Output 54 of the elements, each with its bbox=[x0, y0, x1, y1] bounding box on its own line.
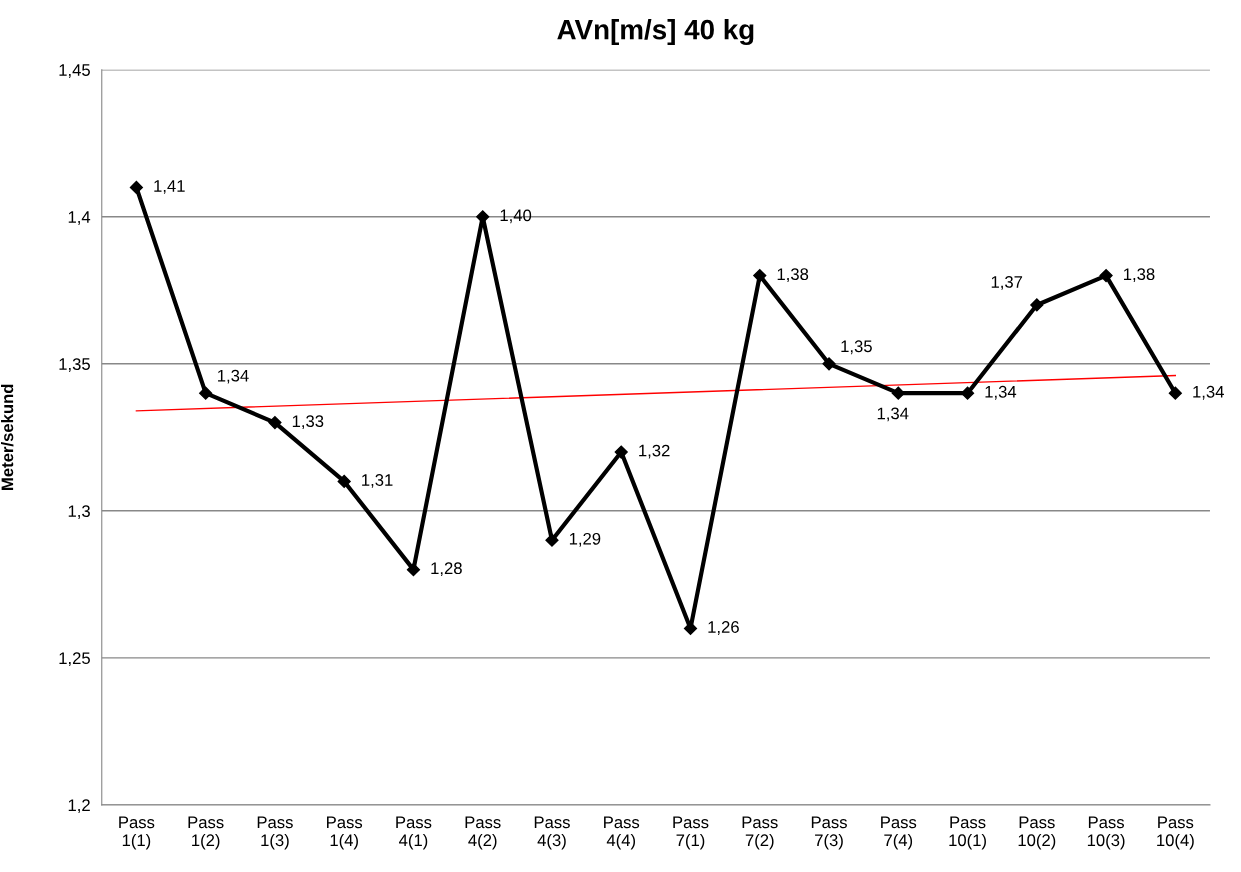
x-tick-label: Pass 4(2) bbox=[465, 816, 501, 850]
point bbox=[268, 416, 282, 430]
data-label: 1,35 bbox=[841, 340, 872, 355]
data-label: 1,34 bbox=[1193, 385, 1224, 400]
data-label: 1,32 bbox=[639, 444, 670, 459]
x-tick-label: Pass 1(1) bbox=[119, 816, 155, 850]
x-tick-label: Pass 10(2) bbox=[1018, 816, 1056, 850]
x-tick-label: Pass 4(1) bbox=[396, 816, 432, 850]
y-axis-title: Meter/sekund bbox=[1, 384, 14, 490]
y-tick-label: 1,25 bbox=[59, 652, 90, 667]
x-tick-label: Pass 1(3) bbox=[257, 816, 293, 850]
point bbox=[1168, 386, 1182, 400]
x-tick-label: Pass 10(1) bbox=[949, 816, 986, 850]
y-tick-label: 1,2 bbox=[68, 799, 90, 814]
point bbox=[129, 180, 143, 194]
data-label: 1,34 bbox=[985, 385, 1017, 400]
data-label: 1,33 bbox=[292, 415, 324, 430]
x-tick-label: Pass 7(2) bbox=[742, 816, 778, 850]
data-label: 1,38 bbox=[1124, 268, 1155, 283]
point bbox=[822, 357, 836, 371]
x-tick-label: Pass 7(1) bbox=[673, 816, 709, 850]
x-tick-label: Pass 7(3) bbox=[811, 816, 847, 850]
data-label: 1,28 bbox=[431, 562, 462, 577]
data-label: 1,31 bbox=[362, 474, 393, 488]
x-tick-label: Pass 1(4) bbox=[327, 816, 363, 850]
y-tick-label: 1,45 bbox=[59, 64, 90, 78]
point bbox=[199, 386, 213, 400]
x-tick-label: Pass 4(3) bbox=[534, 816, 570, 850]
x-tick-label: Pass 10(4) bbox=[1157, 816, 1194, 850]
data-label: 1,41 bbox=[154, 180, 185, 194]
data-label: 1,34 bbox=[218, 369, 249, 384]
y-tick-label: 1,4 bbox=[68, 211, 91, 225]
point bbox=[406, 563, 421, 577]
data-label: 1,38 bbox=[777, 268, 809, 283]
x-tick-label: Pass 1(2) bbox=[188, 816, 224, 850]
point bbox=[1030, 298, 1044, 312]
point bbox=[545, 533, 559, 547]
y-tick-label: 1,3 bbox=[68, 505, 90, 519]
data-label: 1,29 bbox=[569, 532, 601, 547]
point bbox=[1099, 268, 1113, 283]
data-label: 1,34 bbox=[877, 407, 909, 422]
point bbox=[960, 386, 975, 400]
point bbox=[614, 445, 628, 459]
chart-title: AVn[m/s] 40 kg bbox=[557, 19, 754, 46]
x-tick-label: Pass 7(4) bbox=[881, 816, 917, 850]
point bbox=[891, 386, 905, 400]
data-label: 1,37 bbox=[991, 276, 1023, 290]
data-label: 1,26 bbox=[708, 621, 739, 635]
point bbox=[337, 474, 351, 489]
x-tick-label: Pass 4(4) bbox=[604, 816, 640, 850]
data-label: 1,40 bbox=[500, 209, 532, 224]
y-tick-label: 1,35 bbox=[59, 358, 90, 372]
point bbox=[753, 268, 767, 283]
x-tick-label: Pass 10(3) bbox=[1087, 816, 1125, 850]
